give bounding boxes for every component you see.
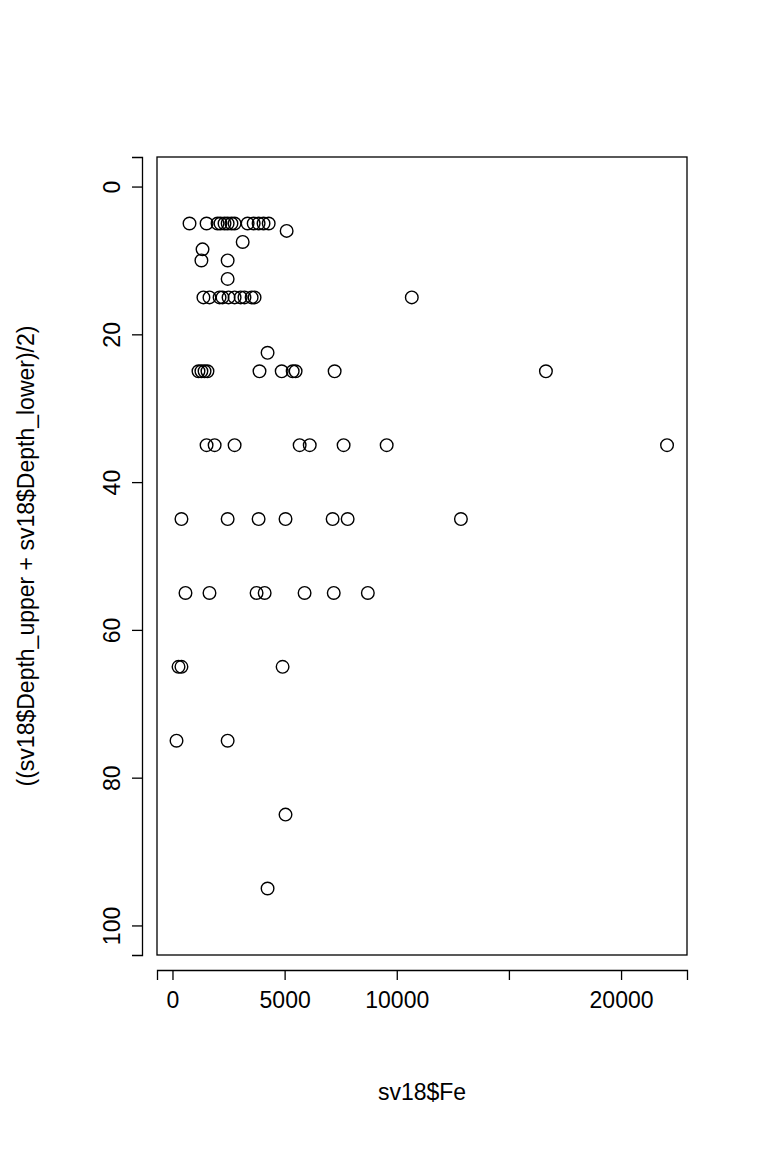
point — [175, 661, 188, 674]
point — [341, 513, 354, 526]
point — [195, 254, 208, 267]
tick-mark — [397, 970, 398, 980]
point — [203, 587, 216, 600]
x-axis-title: sv18$Fe — [378, 1079, 466, 1105]
chart: 0 5000 10000 20000 0 20 40 60 80 100 sv18$Fe ((sv18… — [0, 0, 768, 1152]
point — [280, 225, 293, 238]
plot-frame — [157, 157, 687, 955]
tick-label: 5000 — [260, 987, 311, 1013]
point — [298, 587, 311, 600]
tick: 0 — [99, 181, 142, 194]
tick: 0 — [167, 970, 180, 1013]
point — [286, 365, 299, 378]
point — [175, 513, 188, 526]
tick-mark — [621, 970, 622, 980]
x-axis: 0 5000 10000 20000 — [158, 970, 688, 1013]
axis-line — [158, 971, 688, 981]
point — [405, 291, 418, 304]
point — [262, 217, 275, 230]
tick-mark — [132, 334, 142, 335]
point — [201, 365, 214, 378]
y-axis: 0 20 40 60 80 100 — [99, 158, 143, 956]
point — [661, 439, 674, 452]
tick: 10000 — [365, 970, 429, 1013]
tick-label: 0 — [99, 181, 125, 194]
point — [183, 217, 196, 230]
tick-mark — [132, 925, 142, 926]
point — [221, 734, 234, 747]
point — [303, 439, 316, 452]
point — [326, 513, 339, 526]
tick — [509, 970, 510, 980]
tick-mark — [132, 186, 142, 187]
tick-label: 0 — [167, 987, 180, 1013]
point — [276, 661, 289, 674]
tick: 5000 — [260, 970, 311, 1013]
point — [380, 439, 393, 452]
tick: 80 — [99, 765, 142, 791]
tick-mark — [509, 970, 510, 980]
point — [228, 217, 241, 230]
tick: 60 — [99, 618, 142, 644]
tick-label: 20 — [99, 322, 125, 348]
points — [170, 217, 673, 895]
tick: 40 — [99, 470, 142, 496]
axis-line — [132, 158, 143, 956]
point — [221, 513, 234, 526]
point — [279, 808, 292, 821]
point — [327, 587, 340, 600]
point — [208, 439, 221, 452]
tick-label: 40 — [99, 470, 125, 496]
tick-label: 20000 — [590, 987, 654, 1013]
tick-mark — [132, 482, 142, 483]
tick-mark — [132, 630, 142, 631]
point — [261, 347, 274, 360]
point — [225, 217, 238, 230]
tick-label: 10000 — [365, 987, 429, 1013]
tick: 20 — [99, 322, 142, 348]
point — [328, 365, 341, 378]
point — [228, 439, 241, 452]
point — [198, 365, 211, 378]
point — [253, 365, 266, 378]
point — [252, 513, 265, 526]
tick-mark — [284, 970, 285, 980]
point — [540, 365, 553, 378]
point — [172, 661, 185, 674]
point — [170, 734, 183, 747]
point — [455, 513, 468, 526]
point — [289, 365, 302, 378]
point — [221, 273, 234, 286]
point — [248, 291, 261, 304]
tick-label: 100 — [99, 907, 125, 945]
point — [261, 882, 274, 895]
point — [337, 439, 350, 452]
tick: 20000 — [590, 970, 654, 1013]
point — [221, 254, 234, 267]
point — [236, 236, 249, 249]
point — [362, 587, 375, 600]
tick-mark — [172, 970, 173, 980]
point — [279, 513, 292, 526]
tick: 100 — [99, 907, 142, 945]
y-axis-title: ((sv18$Depth_upper + sv18$Depth_lower)/2… — [13, 326, 39, 787]
point — [245, 291, 258, 304]
point — [179, 587, 192, 600]
point — [258, 587, 271, 600]
tick-mark — [132, 778, 142, 779]
tick-label: 60 — [99, 618, 125, 644]
tick-label: 80 — [99, 765, 125, 791]
